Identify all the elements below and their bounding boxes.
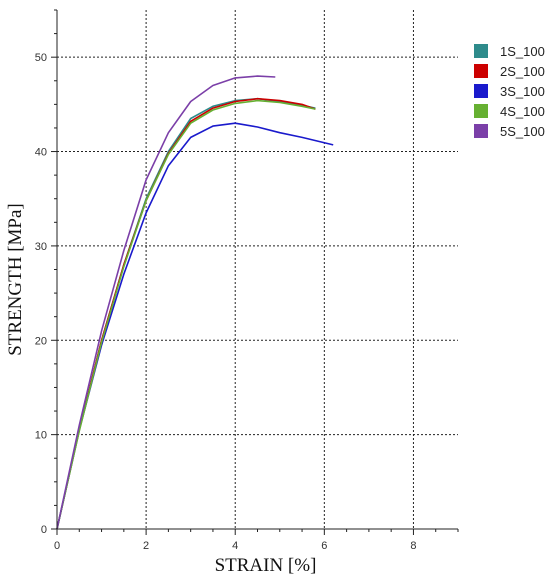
ticks: 0 2 4 6 8 0 10 20 30 40 50 <box>35 9 459 552</box>
y-tick-label: 50 <box>35 52 47 64</box>
x-tick-label: 0 <box>54 540 60 552</box>
grid <box>57 10 458 529</box>
y-tick-label: 40 <box>35 147 47 159</box>
y-tick-label: 30 <box>35 241 47 253</box>
legend-swatch <box>474 84 488 98</box>
series-line-5s_100 <box>56 75 276 530</box>
legend-swatch <box>474 44 488 58</box>
y-tick-label: 20 <box>35 335 47 347</box>
legend-swatch <box>474 64 488 78</box>
legend-swatch <box>474 124 488 138</box>
legend: 1S_100 2S_100 3S_100 4S_100 5S_100 <box>474 44 545 139</box>
x-tick-label: 8 <box>410 540 416 552</box>
legend-label: 5S_100 <box>500 124 545 139</box>
y-axis-title: STRENGTH [MPa] <box>5 203 26 356</box>
x-tick-label: 6 <box>321 540 327 552</box>
series-group <box>56 75 334 530</box>
series-line-4s_100 <box>56 99 316 530</box>
legend-swatch <box>474 104 488 118</box>
y-tick-label: 0 <box>41 524 47 536</box>
legend-label: 2S_100 <box>500 64 545 79</box>
legend-label: 4S_100 <box>500 104 545 119</box>
x-tick-label: 4 <box>232 540 238 552</box>
y-tick-label: 10 <box>35 430 47 442</box>
legend-label: 3S_100 <box>500 84 545 99</box>
x-tick-label: 2 <box>143 540 149 552</box>
x-axis-title: STRAIN [%] <box>215 555 317 576</box>
legend-label: 1S_100 <box>500 44 545 59</box>
